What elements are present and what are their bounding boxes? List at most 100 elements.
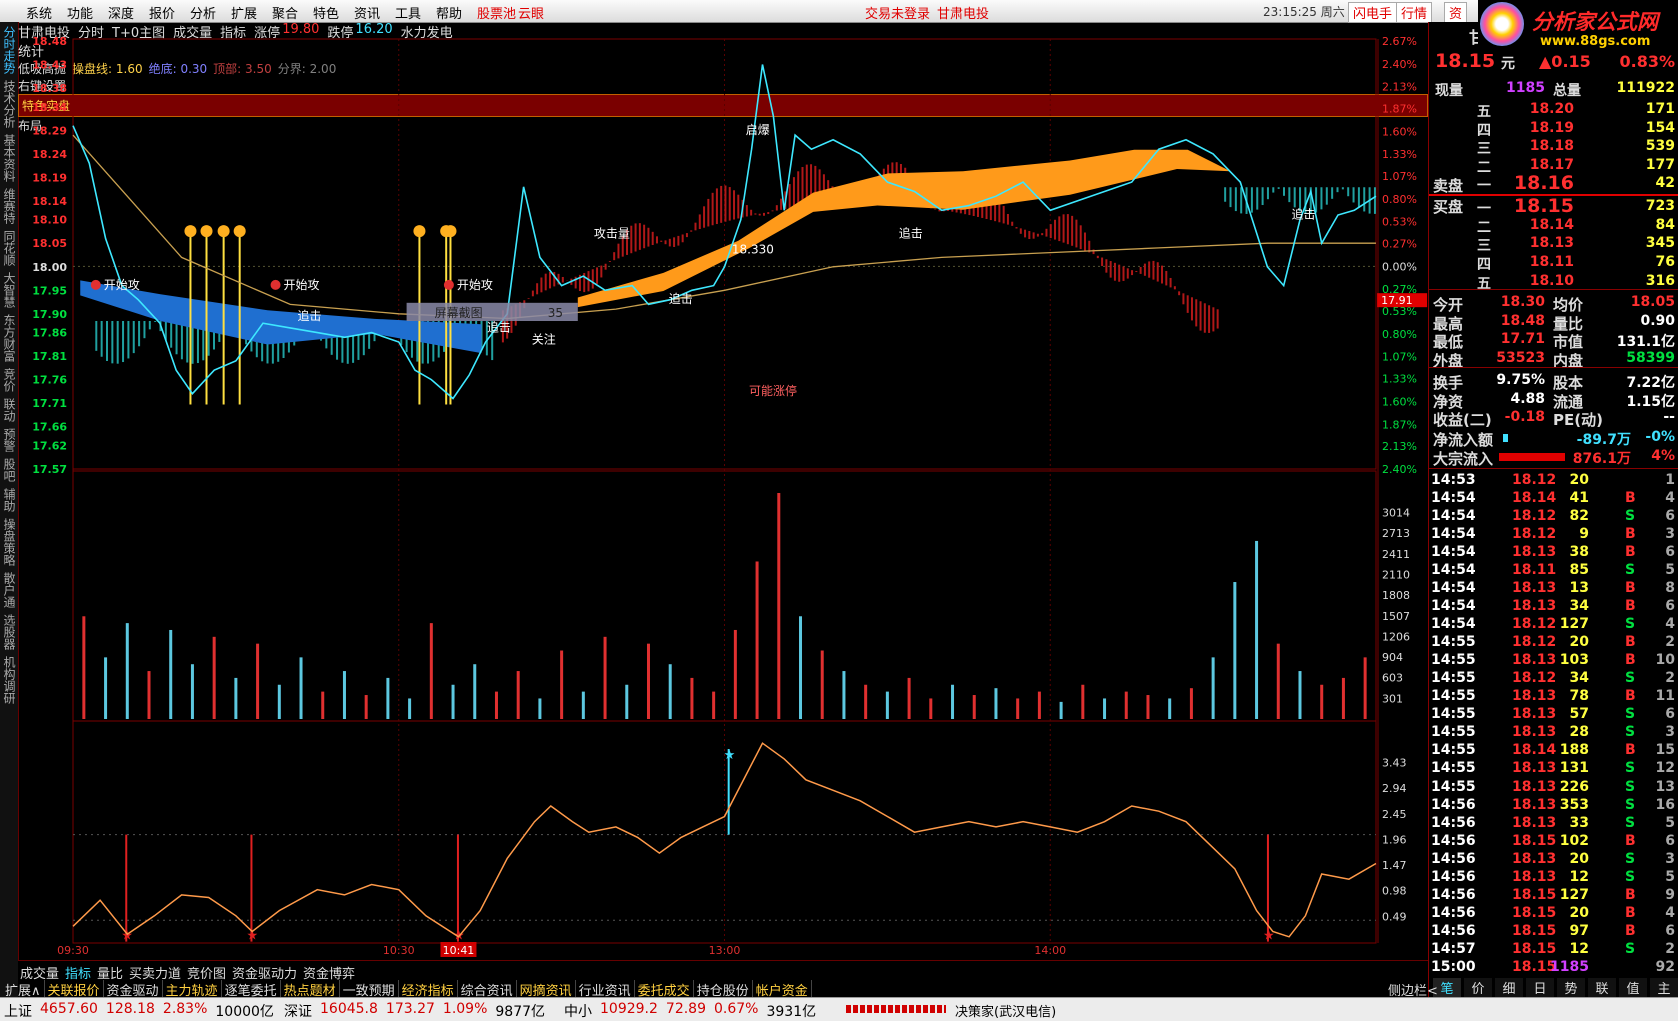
- ask-volume: 177: [1645, 156, 1675, 173]
- function-tab[interactable]: 热点题材: [281, 980, 340, 999]
- function-tab[interactable]: 逐笔委托: [222, 980, 281, 999]
- book-level: 五: [1477, 104, 1491, 120]
- panel-tab[interactable]: 细: [1495, 978, 1523, 997]
- menu-item[interactable]: 聚合: [272, 7, 299, 22]
- sidebar-toggle[interactable]: 侧边栏<: [1388, 984, 1438, 999]
- menu-item[interactable]: 报价: [149, 7, 176, 22]
- index-change: 128.18: [105, 1001, 155, 1017]
- side-tab[interactable]: 维赛特: [2, 188, 16, 224]
- chart-tab[interactable]: 资金博弈: [303, 967, 356, 982]
- trade-price: 18.15: [1512, 886, 1557, 903]
- side-tab[interactable]: 选股器: [2, 614, 16, 650]
- function-tab[interactable]: 综合资讯: [458, 980, 517, 999]
- function-tab[interactable]: 帐户资金: [753, 980, 812, 999]
- panel-tab[interactable]: 势: [1557, 978, 1585, 997]
- chart-tab[interactable]: 竞价图: [187, 967, 227, 982]
- panel-tab[interactable]: 价: [1464, 978, 1492, 997]
- chart-tab[interactable]: 量比: [97, 967, 124, 982]
- side-tab[interactable]: 股吧: [2, 458, 16, 482]
- side-tab[interactable]: 联动: [2, 398, 16, 422]
- trade-side: S: [1625, 850, 1636, 867]
- menu-item[interactable]: 功能: [67, 7, 94, 22]
- trade-count: 6: [1665, 544, 1675, 561]
- side-tab[interactable]: 基本资料: [2, 134, 16, 182]
- top-button[interactable]: 资: [1444, 2, 1468, 23]
- panel-tab[interactable]: 联: [1588, 978, 1616, 997]
- trade-count: 6: [1665, 922, 1675, 939]
- menu-item[interactable]: 深度: [108, 7, 135, 22]
- stats-button[interactable]: 统计: [18, 45, 45, 60]
- side-tab[interactable]: 竞价: [2, 368, 16, 392]
- function-tab[interactable]: 关联报价: [45, 980, 104, 999]
- chart-tab[interactable]: 买卖力道: [129, 967, 182, 982]
- function-tab[interactable]: 主力轨迹: [163, 980, 222, 999]
- menu-item[interactable]: 扩展: [231, 7, 258, 22]
- volume-bar: [972, 695, 976, 719]
- average-line: [72, 134, 1376, 320]
- trade-price: 18.15: [1512, 832, 1557, 849]
- menu-item[interactable]: 分析: [190, 7, 217, 22]
- signal-icon: [217, 225, 230, 238]
- side-tab[interactable]: 大智慧: [2, 272, 16, 308]
- side-tab[interactable]: 散户通: [2, 572, 16, 608]
- side-tab[interactable]: 同花顺: [2, 230, 16, 266]
- chart-tab[interactable]: 资金驱动力: [232, 967, 298, 982]
- trade-time: 14:55: [1431, 778, 1476, 795]
- header-item[interactable]: 涨停: [254, 26, 281, 41]
- menu-item[interactable]: 系统: [26, 7, 53, 22]
- side-tab[interactable]: 技术分析: [2, 80, 16, 128]
- panel-tab[interactable]: 主: [1650, 978, 1678, 997]
- function-tab[interactable]: 一致预期: [340, 980, 399, 999]
- last-price: 18.15: [1435, 50, 1496, 72]
- stat-label: 最低: [1433, 333, 1464, 351]
- settings-label[interactable]: 右键设置: [18, 79, 67, 93]
- trade-side: S: [1625, 670, 1636, 687]
- popup-label: 屏幕截图: [435, 306, 483, 320]
- header-item[interactable]: 成交量: [173, 26, 213, 41]
- menu-item[interactable]: 股票池: [477, 7, 517, 22]
- total-volume: 111922: [1616, 80, 1675, 96]
- header-item[interactable]: T+0主图: [112, 26, 166, 41]
- layout-button[interactable]: 布局: [18, 119, 43, 133]
- trade-count: 2: [1665, 634, 1675, 651]
- trade-time: 14:56: [1431, 922, 1476, 939]
- side-tab[interactable]: 分时走势: [2, 26, 16, 74]
- side-tab[interactable]: 东方财富: [2, 314, 16, 362]
- feature-button[interactable]: 特色实盘: [18, 94, 1428, 117]
- menu-item[interactable]: 资讯: [354, 7, 381, 22]
- side-tab[interactable]: 辅助: [2, 488, 16, 512]
- side-tab[interactable]: 操盘策略: [2, 518, 16, 566]
- trade-price: 18.15: [1512, 940, 1557, 957]
- chart-tab[interactable]: 成交量: [20, 967, 60, 982]
- volume-bar: [560, 650, 564, 719]
- top-button[interactable]: 闪电手: [1348, 2, 1398, 23]
- panel-tab[interactable]: 值: [1619, 978, 1647, 997]
- side-tab[interactable]: 机构调研: [2, 656, 16, 704]
- side-tab[interactable]: 预警: [2, 428, 16, 452]
- top-button[interactable]: 行情: [1396, 2, 1433, 23]
- y-tick-label: 17.57: [32, 463, 67, 476]
- volume-bar: [256, 643, 260, 719]
- menu-item[interactable]: 工具: [395, 7, 422, 22]
- y2-tick-label: 2.40%: [1382, 463, 1417, 476]
- header-item[interactable]: 指标: [220, 26, 247, 41]
- menu-item[interactable]: 云眼: [518, 7, 545, 22]
- trade-count: 2: [1665, 670, 1675, 687]
- function-tab[interactable]: 委托成交: [635, 980, 694, 999]
- function-tab[interactable]: 持仓股份: [694, 980, 753, 999]
- function-tab[interactable]: 扩展∧: [2, 980, 45, 999]
- function-tab[interactable]: 网摘资讯: [517, 980, 576, 999]
- bid-price: 18.13: [1529, 235, 1574, 252]
- menu-item[interactable]: 帮助: [436, 7, 463, 22]
- function-tab[interactable]: 行业资讯: [576, 980, 635, 999]
- panel-tab[interactable]: 日: [1526, 978, 1554, 997]
- function-tab[interactable]: 经济指标: [399, 980, 458, 999]
- function-tab[interactable]: 资金驱动: [104, 980, 163, 999]
- stat-value: 131.1亿: [1616, 334, 1675, 350]
- chart-tab[interactable]: 指标: [65, 967, 92, 982]
- panel-tab[interactable]: 笔: [1433, 978, 1461, 997]
- menu-item[interactable]: 特色: [313, 7, 340, 22]
- trade-volume: 188: [1559, 742, 1589, 759]
- index-amount: 10000亿: [215, 1004, 274, 1020]
- header-item[interactable]: 分时: [78, 26, 105, 41]
